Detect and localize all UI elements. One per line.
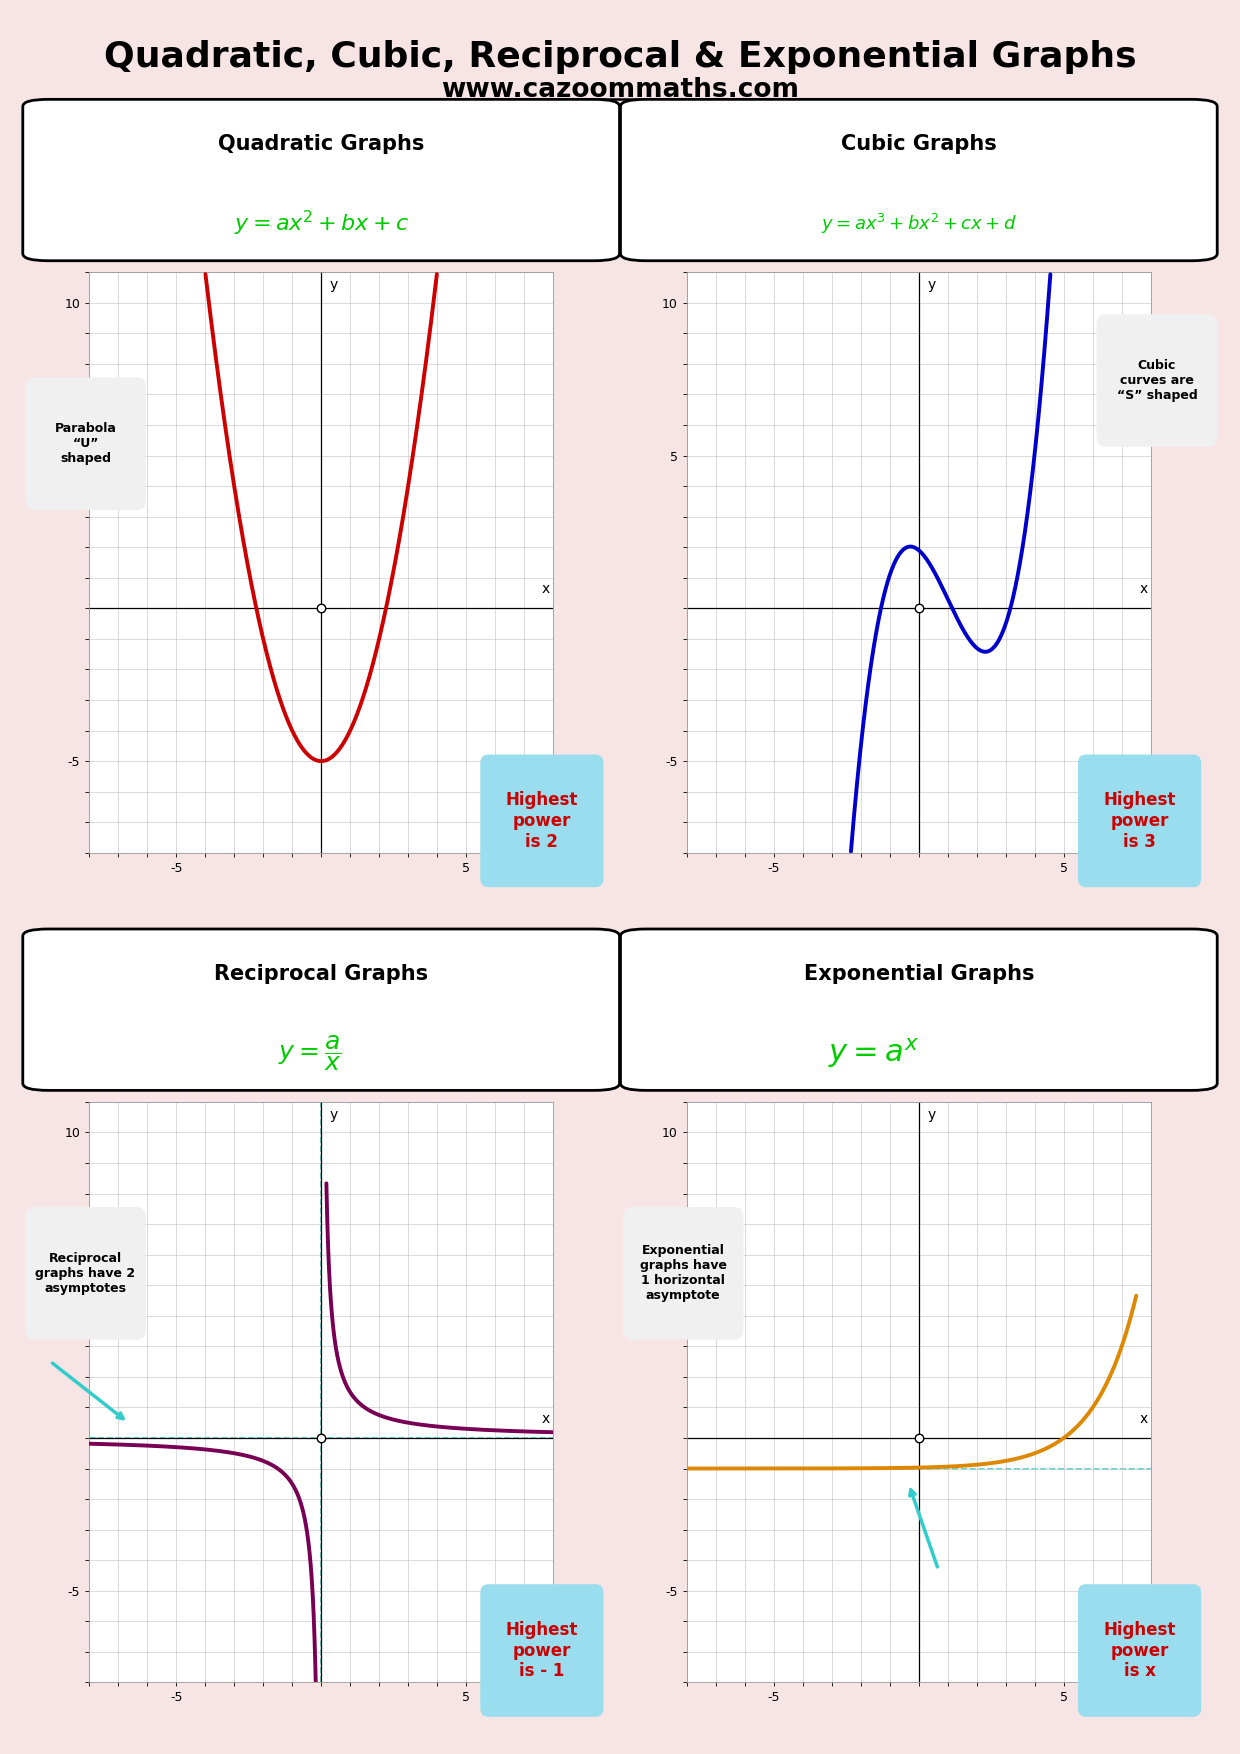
Text: $y = ax^3 + bx^2 + cx + d$: $y = ax^3 + bx^2 + cx + d$ xyxy=(821,212,1017,235)
Text: Highest
power
is 3: Highest power is 3 xyxy=(1104,791,1176,851)
Text: y: y xyxy=(330,1109,339,1123)
Text: Highest
power
is 2: Highest power is 2 xyxy=(506,791,578,851)
Text: x: x xyxy=(542,1412,551,1426)
Text: Quadratic, Cubic, Reciprocal & Exponential Graphs: Quadratic, Cubic, Reciprocal & Exponenti… xyxy=(104,40,1136,74)
Text: Exponential Graphs: Exponential Graphs xyxy=(804,965,1034,984)
FancyBboxPatch shape xyxy=(25,1207,146,1340)
Text: Reciprocal Graphs: Reciprocal Graphs xyxy=(215,965,428,984)
FancyBboxPatch shape xyxy=(1078,1584,1202,1717)
FancyBboxPatch shape xyxy=(620,100,1218,261)
FancyBboxPatch shape xyxy=(22,100,620,261)
Text: $y = ax^2 + bx + c$: $y = ax^2 + bx + c$ xyxy=(233,209,409,239)
FancyBboxPatch shape xyxy=(622,1207,744,1340)
Text: x: x xyxy=(1140,1412,1148,1426)
Text: Highest
power
is - 1: Highest power is - 1 xyxy=(506,1621,578,1680)
FancyBboxPatch shape xyxy=(1096,314,1218,447)
Text: Parabola
“U”
shaped: Parabola “U” shaped xyxy=(55,423,117,465)
FancyBboxPatch shape xyxy=(25,377,146,510)
FancyBboxPatch shape xyxy=(22,930,620,1091)
Text: x: x xyxy=(542,582,551,596)
Text: Quadratic Graphs: Quadratic Graphs xyxy=(218,135,424,154)
Text: Exponential
graphs have
1 horizontal
asymptote: Exponential graphs have 1 horizontal asy… xyxy=(640,1244,727,1303)
Text: Cubic Graphs: Cubic Graphs xyxy=(841,135,997,154)
Text: www.cazoommaths.com: www.cazoommaths.com xyxy=(441,77,799,103)
FancyBboxPatch shape xyxy=(480,1584,604,1717)
FancyBboxPatch shape xyxy=(480,754,604,888)
Text: Reciprocal
graphs have 2
asymptotes: Reciprocal graphs have 2 asymptotes xyxy=(36,1252,135,1294)
Text: $y = a^x$: $y = a^x$ xyxy=(828,1037,919,1070)
Text: y: y xyxy=(928,279,936,293)
Text: x: x xyxy=(1140,582,1148,596)
Text: Highest
power
is x: Highest power is x xyxy=(1104,1621,1176,1680)
Text: $y = \dfrac{a}{x}$: $y = \dfrac{a}{x}$ xyxy=(278,1033,341,1073)
FancyBboxPatch shape xyxy=(620,930,1218,1091)
Text: y: y xyxy=(928,1109,936,1123)
Text: y: y xyxy=(330,279,339,293)
FancyBboxPatch shape xyxy=(1078,754,1202,888)
Text: Cubic
curves are
“S” shaped: Cubic curves are “S” shaped xyxy=(1116,360,1198,402)
